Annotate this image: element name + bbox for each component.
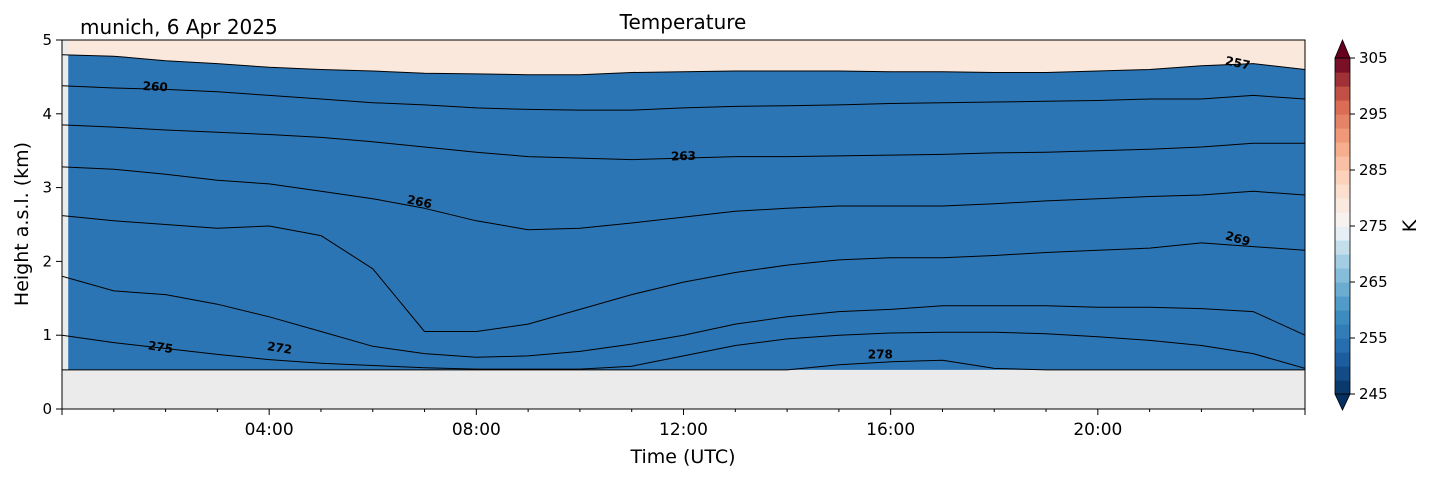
colorbar-segment <box>1335 58 1350 73</box>
colorbar-tick-label: 245 <box>1359 385 1388 403</box>
colorbar-segment <box>1335 268 1350 283</box>
chart-title: Temperature <box>619 10 747 34</box>
colorbar: 245 255 265 275 285 295 305 <box>1334 38 1388 411</box>
contour-label-269: 269 <box>1224 229 1252 249</box>
colorbar-tick-label: 295 <box>1359 105 1388 123</box>
contour-line-263 <box>62 124 1305 161</box>
contour-label-272: 272 <box>266 339 293 357</box>
colorbar-label: K <box>1399 219 1421 232</box>
x-tick-label: 08:00 <box>452 420 501 440</box>
no-data-region <box>62 369 1305 409</box>
y-axis-label: Height a.s.l. (km) <box>11 142 33 306</box>
contour-line-272 <box>62 275 1305 358</box>
y-axis: 0 1 2 3 4 5 <box>42 31 62 418</box>
y-tick-label: 2 <box>42 252 52 270</box>
colorbar-tick-label: 285 <box>1359 161 1388 179</box>
colorbar-segment <box>1335 142 1350 157</box>
contour-label-260: 260 <box>142 79 168 94</box>
colorbar-segment <box>1335 156 1350 171</box>
contour-line-257 <box>62 54 1305 76</box>
colorbar-segment <box>1335 226 1350 241</box>
colorbar-extend-max <box>1334 38 1351 59</box>
colorbar-segment <box>1335 184 1350 199</box>
y-tick-label: 5 <box>42 31 52 49</box>
colorbar-segment <box>1335 254 1350 269</box>
contour-lines <box>62 54 1305 371</box>
x-tick-label: 20:00 <box>1073 420 1122 440</box>
no-data-edge <box>62 40 69 409</box>
colorbar-segment <box>1335 366 1350 381</box>
colorbar-segment <box>1335 86 1350 101</box>
temperature-field <box>62 40 1305 409</box>
colorbar-segment <box>1335 338 1350 353</box>
x-tick-label: 16:00 <box>866 420 915 440</box>
contour-line-275 <box>62 331 1305 370</box>
contour-line-278 <box>62 359 1305 371</box>
contour-label-266: 266 <box>406 192 433 211</box>
colorbar-segment <box>1335 114 1350 129</box>
colorbar-segment <box>1335 72 1350 87</box>
y-tick-label: 4 <box>42 105 52 123</box>
colorbar-segment <box>1335 282 1350 297</box>
x-tick-label: 04:00 <box>245 420 294 440</box>
temperature-band-8 <box>62 54 1305 409</box>
colorbar-extend-min <box>1334 393 1351 411</box>
contour-label-263: 263 <box>671 149 697 164</box>
y-tick-label: 3 <box>42 179 52 197</box>
colorbar-segment <box>1335 296 1350 311</box>
colorbar-segment <box>1335 324 1350 339</box>
colorbar-tick-label: 305 <box>1359 49 1388 67</box>
contour-label-257: 257 <box>1224 54 1251 73</box>
contour-line-266 <box>62 166 1305 231</box>
contour-label-278: 278 <box>868 348 893 362</box>
colorbar-segment <box>1335 352 1350 367</box>
colorbar-segment <box>1335 100 1350 115</box>
y-tick-label: 1 <box>42 326 52 344</box>
colorbar-segment <box>1335 170 1350 185</box>
x-axis: 04:00 08:00 12:00 16:00 20:00 <box>61 409 1306 440</box>
colorbar-tick-label: 265 <box>1359 273 1388 291</box>
contour-line-260 <box>62 85 1305 111</box>
colorbar-tick-label: 275 <box>1359 217 1388 235</box>
location-date-label: munich, 6 Apr 2025 <box>80 15 278 39</box>
contour-label-275: 275 <box>147 338 174 356</box>
x-tick-label: 12:00 <box>659 420 708 440</box>
colorbar-segment <box>1335 240 1350 255</box>
colorbar-tick-label: 255 <box>1359 329 1388 347</box>
colorbar-segment <box>1335 128 1350 143</box>
contour-labels: 257 260 263 266 269 272 275 278 <box>142 54 1251 362</box>
colorbar-segment <box>1335 212 1350 227</box>
colorbar-segment <box>1335 198 1350 213</box>
colorbar-segment <box>1335 310 1350 325</box>
contour-line-269 <box>62 215 1305 332</box>
colorbar-segment <box>1335 380 1350 395</box>
x-axis-label: Time (UTC) <box>629 446 735 468</box>
y-tick-label: 0 <box>42 400 52 418</box>
